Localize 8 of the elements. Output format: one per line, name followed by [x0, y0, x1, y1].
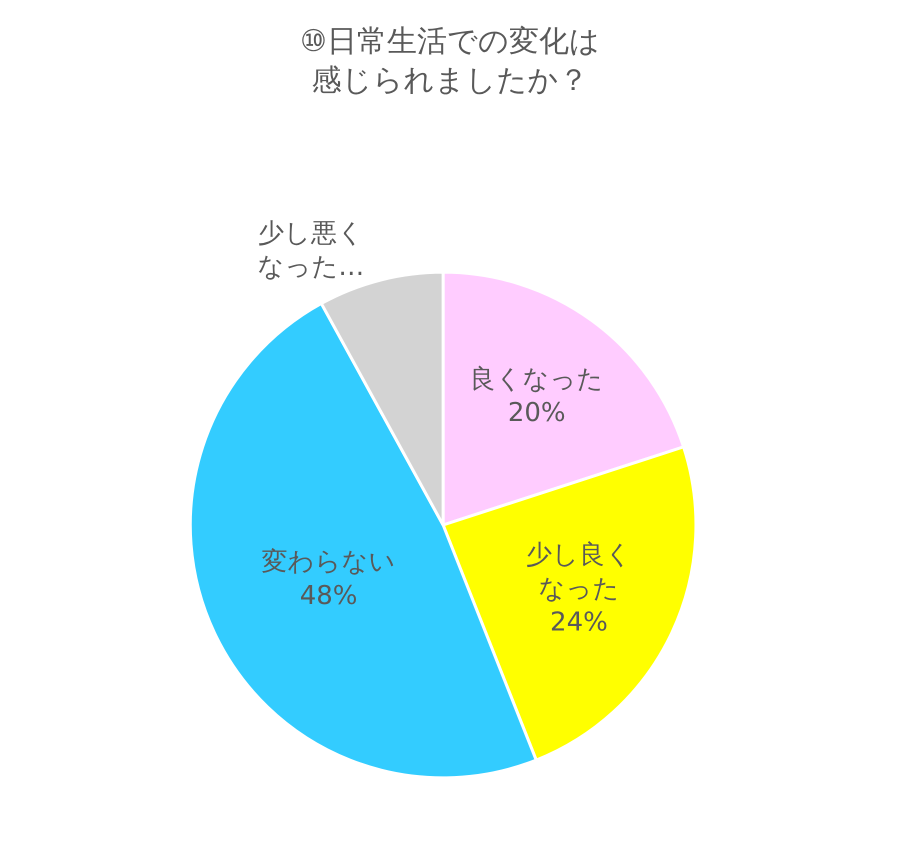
- slice-label: 良くなった: [470, 364, 604, 394]
- chart-title: ⑩日常生活での変化は感じられましたか？: [300, 24, 600, 98]
- data-label: 48%: [300, 580, 358, 611]
- data-label: 24%: [550, 608, 608, 638]
- slice-label: 少し良くなった: [526, 540, 632, 604]
- data-label: 20%: [508, 398, 566, 428]
- slice-label: 少し悪くなった…: [257, 218, 364, 282]
- slice-label: 変わらない: [262, 546, 396, 577]
